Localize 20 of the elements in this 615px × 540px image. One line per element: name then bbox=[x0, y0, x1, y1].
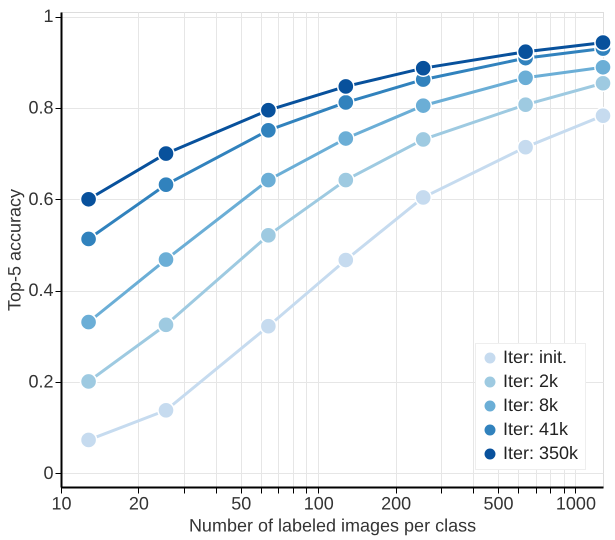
x-tick-label: 1000 bbox=[556, 494, 596, 514]
x-tick-label: 10 bbox=[51, 494, 72, 514]
legend-label: Iter: 350k bbox=[503, 443, 580, 463]
x-tick-label: 100 bbox=[304, 494, 334, 514]
legend-label: Iter: 41k bbox=[503, 419, 570, 439]
x-axis-title: Number of labeled images per class bbox=[188, 516, 476, 536]
legend-label: Iter: 8k bbox=[503, 395, 560, 415]
y-tick-label: 1 bbox=[43, 6, 54, 26]
x-tick-label: 50 bbox=[231, 494, 252, 514]
y-tick-label: 0.8 bbox=[28, 97, 54, 118]
x-tick-label: 200 bbox=[381, 494, 412, 514]
x-tick-label: 20 bbox=[128, 494, 149, 514]
y-tick-label: 0.2 bbox=[28, 371, 54, 392]
y-tick-label: 0.4 bbox=[28, 280, 54, 300]
legend-label: Iter: 2k bbox=[503, 371, 560, 391]
legend-label: Iter: init. bbox=[503, 347, 568, 367]
y-tick-label: 0.6 bbox=[28, 188, 54, 209]
y-tick-label: 0 bbox=[43, 462, 54, 483]
y-axis-title: Top-5 accuracy bbox=[4, 188, 24, 312]
x-tick-label: 500 bbox=[483, 494, 514, 514]
